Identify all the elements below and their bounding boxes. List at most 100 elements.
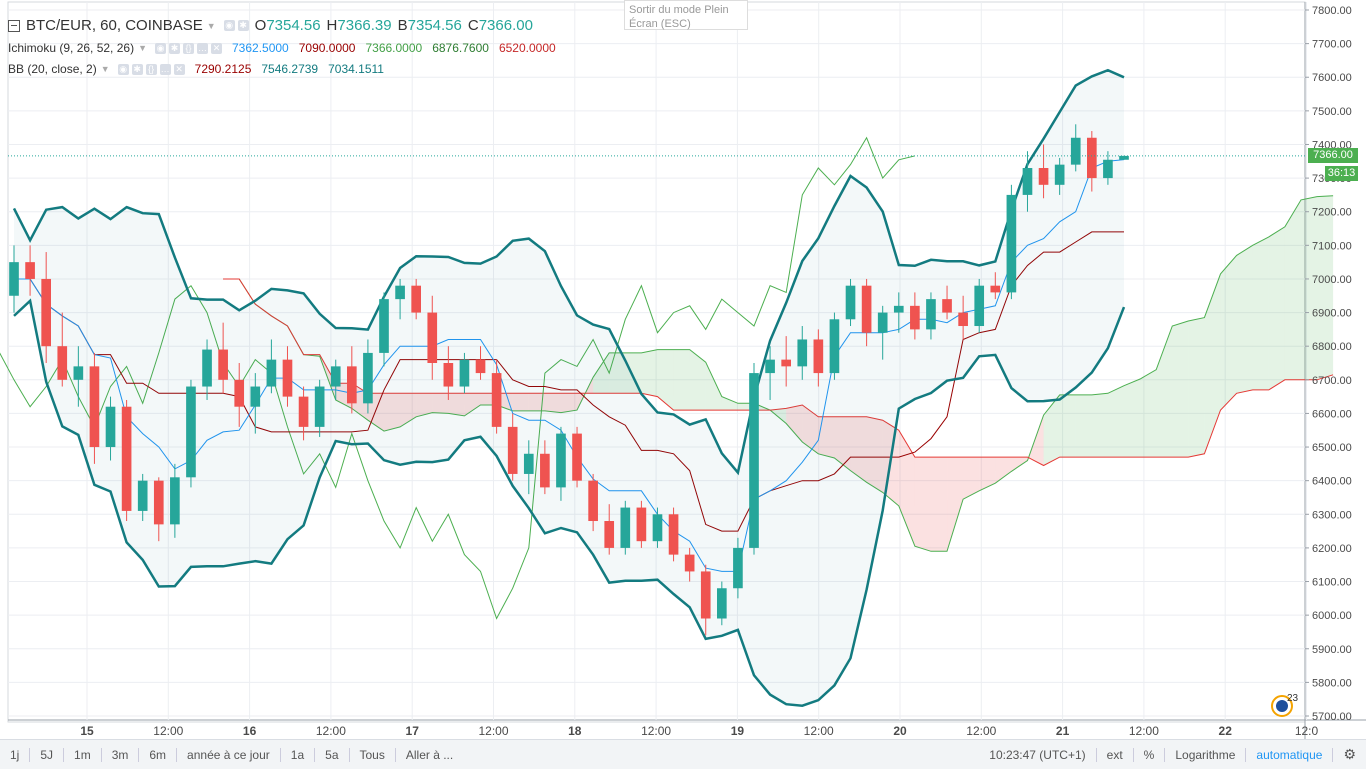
- cloud-segment: [1172, 320, 1189, 458]
- candle-up: [717, 588, 727, 619]
- time-tick-label: 19: [731, 724, 745, 738]
- eye-icon[interactable]: ◉: [223, 20, 235, 31]
- cloud-segment: [464, 393, 481, 416]
- candle-up: [314, 386, 325, 427]
- tradingview-logo-icon[interactable]: 23: [1268, 692, 1298, 718]
- goto-date-button[interactable]: Aller à ...: [405, 747, 454, 762]
- range-1m-button[interactable]: 1m: [74, 747, 91, 762]
- eye-icon[interactable]: ◉: [155, 42, 166, 54]
- eye-icon[interactable]: ◉: [117, 63, 129, 75]
- range-5d-button[interactable]: 5J: [40, 747, 54, 762]
- time-tick-label: 16: [243, 724, 257, 738]
- auto-scale-toggle[interactable]: automatique: [1256, 747, 1323, 762]
- close-icon[interactable]: ✕: [211, 42, 222, 54]
- cloud-segment: [1075, 394, 1092, 458]
- bb-label[interactable]: BB (20, close, 2): [8, 62, 97, 76]
- candle-down: [668, 514, 679, 555]
- price-chart[interactable]: 5700.00 5800.00 5900.00 6000.00 6100.00 6200.…: [0, 0, 1366, 739]
- symbol-label[interactable]: BTC/EUR, 60, COINBASE: [26, 17, 203, 34]
- candle-up: [845, 285, 856, 320]
- bb-upper-value: 7546.2739: [261, 62, 319, 76]
- candle-up: [829, 319, 840, 374]
- candle-up: [877, 312, 888, 333]
- candle-down: [282, 359, 293, 397]
- range-3m-button[interactable]: 3m: [111, 747, 129, 762]
- range-5y-button[interactable]: 5a: [325, 747, 339, 762]
- ichimoku-lines: [0, 136, 1334, 620]
- price-tick-label: 6200.00: [1312, 543, 1352, 555]
- ichimoku-cloud: [239, 195, 1334, 552]
- cloud-segment: [947, 457, 964, 552]
- cloud-segment: [786, 405, 803, 443]
- settings-icon[interactable]: ✱: [237, 20, 249, 31]
- candle-up: [1103, 159, 1113, 179]
- range-all-button[interactable]: Tous: [359, 747, 385, 762]
- ichimoku-conversion-line: [14, 159, 1125, 572]
- candle-down: [89, 366, 100, 448]
- time-tick-label: 12:0: [1295, 724, 1319, 738]
- range-ytd-button[interactable]: année à ce jour: [187, 747, 270, 762]
- bb-fill: [14, 70, 1124, 706]
- cloud-segment: [657, 349, 674, 411]
- source-icon[interactable]: {}: [145, 63, 157, 75]
- cloud-segment: [1156, 326, 1173, 458]
- cloud-segment: [1124, 378, 1141, 458]
- candle-up: [105, 406, 116, 448]
- source-icon[interactable]: {}: [183, 42, 194, 54]
- candle-up: [9, 262, 19, 296]
- ichimoku-label[interactable]: Ichimoku (9, 26, 52, 26): [8, 41, 135, 55]
- price-tick-label: 6900.00: [1312, 308, 1352, 320]
- time-tick-label: 12:00: [804, 724, 834, 738]
- settings-icon[interactable]: ✱: [131, 63, 143, 75]
- more-icon[interactable]: …: [159, 63, 171, 75]
- range-6m-button[interactable]: 6m: [149, 747, 167, 762]
- candle-down: [298, 396, 309, 427]
- candle-up: [733, 547, 743, 589]
- chevron-down-icon[interactable]: ▼: [100, 64, 110, 74]
- candle-up: [186, 386, 196, 478]
- chevron-down-icon[interactable]: ▼: [138, 43, 147, 53]
- range-1y-button[interactable]: 1a: [290, 747, 305, 762]
- cloud-segment: [512, 393, 529, 411]
- log-scale-toggle[interactable]: Logarithme: [1175, 747, 1236, 762]
- price-tick-label: 6700.00: [1312, 375, 1352, 387]
- price-tick-label: 6800.00: [1312, 341, 1352, 353]
- cloud-segment: [689, 349, 706, 411]
- candle-up: [379, 299, 389, 353]
- chevron-down-icon[interactable]: ▼: [206, 20, 216, 31]
- time-tick-label: 22: [1219, 724, 1233, 738]
- close-icon[interactable]: ✕: [173, 63, 185, 75]
- candle-up: [765, 359, 775, 374]
- bottom-toolbar: 1j 5J 1m 3m 6m année à ce jour 1a 5a Tou…: [0, 739, 1366, 769]
- candle-down: [942, 299, 952, 313]
- settings-icon[interactable]: ✱: [169, 42, 180, 54]
- gear-icon[interactable]: ⚙: [1343, 746, 1356, 762]
- cloud-segment: [560, 393, 578, 413]
- candle-up: [893, 305, 904, 313]
- cloud-segment: [1091, 393, 1108, 458]
- more-icon[interactable]: …: [197, 42, 208, 54]
- current-price-label: 7366.00: [1308, 148, 1358, 163]
- fullscreen-tip-line1: Sortir du mode Plein: [629, 4, 729, 16]
- percent-scale-toggle[interactable]: %: [1143, 747, 1155, 762]
- clock-timezone[interactable]: 10:23:47 (UTC+1): [989, 747, 1086, 762]
- candle-up: [1022, 168, 1033, 195]
- ext-hours-toggle[interactable]: ext: [1106, 747, 1123, 762]
- candle-down: [636, 507, 647, 542]
- collapse-icon[interactable]: [8, 19, 20, 32]
- cloud-segment: [544, 393, 561, 413]
- bar-countdown-label: 36:13: [1325, 166, 1358, 181]
- cloud-segment: [400, 393, 417, 427]
- ichimoku-span-a-line: [223, 195, 1334, 552]
- candle-down: [540, 453, 550, 488]
- cloud-segment: [1011, 457, 1028, 472]
- cloud-segment: [593, 352, 610, 394]
- time-tick-label: 12:00: [1129, 724, 1159, 738]
- candle-up: [620, 507, 631, 548]
- candle-down: [910, 305, 920, 330]
- candle-up: [1006, 194, 1017, 293]
- candle-up: [974, 285, 985, 327]
- candle-up: [652, 514, 663, 542]
- range-1d-button[interactable]: 1j: [10, 747, 20, 762]
- candle-down: [1087, 137, 1097, 179]
